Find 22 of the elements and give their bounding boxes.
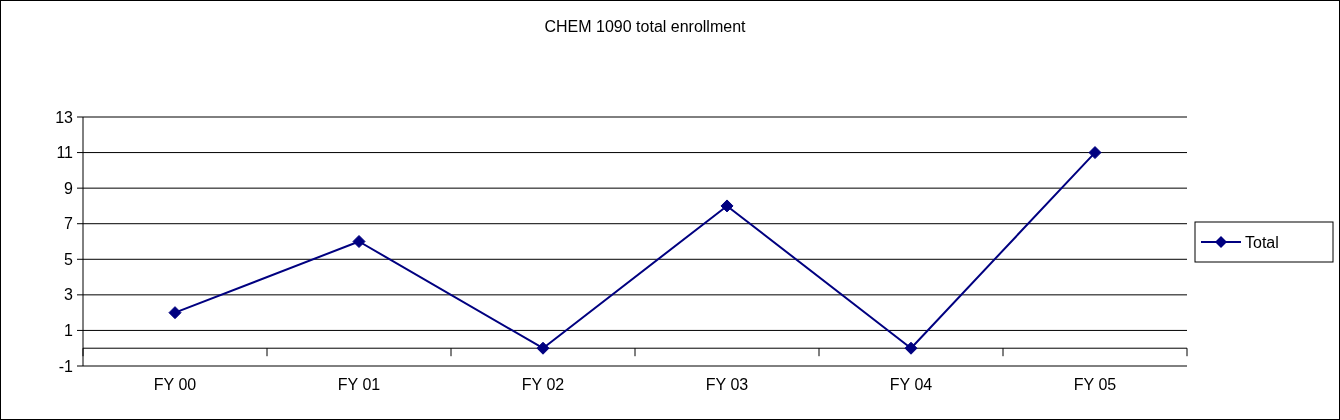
point: [352, 235, 366, 248]
y-tick-label: 7: [64, 215, 74, 233]
point: [1088, 146, 1102, 160]
y-tick-label: 3: [64, 286, 74, 304]
y-tick-label: -1: [58, 357, 74, 375]
point: [168, 306, 182, 320]
x-tick-label: FY 03: [705, 375, 749, 393]
x-tick-label: FY 02: [521, 375, 565, 393]
x-tick-label: FY 04: [889, 375, 933, 393]
y-tick-label: 5: [64, 250, 74, 268]
point: [536, 341, 550, 355]
chart-title: CHEM 1090 total enrollment: [544, 18, 747, 35]
y-tick-label: 9: [64, 179, 74, 197]
x-tick-label: FY 00: [153, 375, 197, 393]
x-tick-label: FY 05: [1073, 375, 1117, 393]
y-tick-label: 1: [64, 322, 74, 340]
y-tick-label: 11: [56, 144, 74, 162]
x-tick-label: FY 01: [337, 375, 381, 393]
y-tick-label: 13: [55, 108, 74, 126]
legend-label: Total: [1245, 233, 1279, 251]
point: [720, 199, 734, 213]
point: [904, 341, 918, 355]
